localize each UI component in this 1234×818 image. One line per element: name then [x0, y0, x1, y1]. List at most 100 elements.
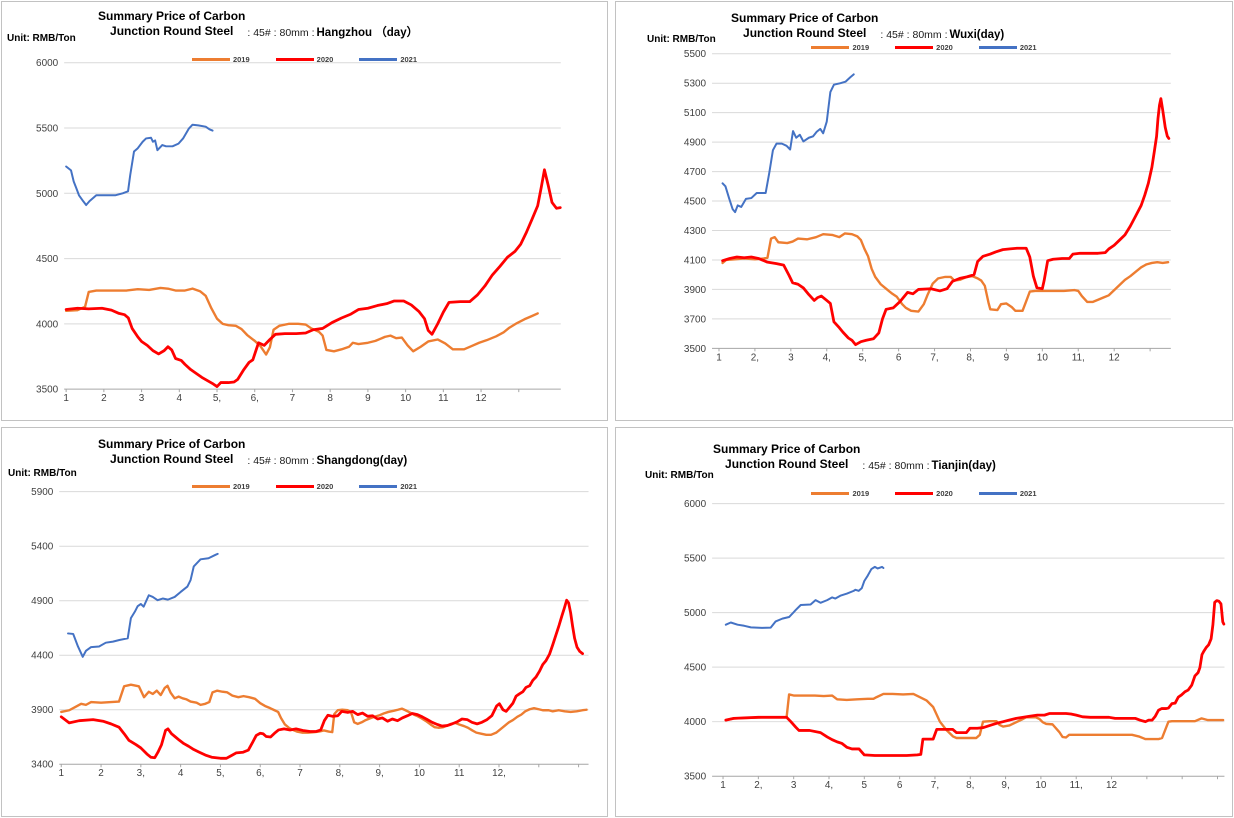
legend-swatch-2019	[191, 485, 230, 488]
x-axis-label: 1	[58, 768, 64, 779]
x-axis-label: 9,	[375, 768, 383, 779]
legend-label-2021: 2021	[1019, 43, 1037, 52]
title-spec: : 45# : 80mm :	[247, 27, 315, 39]
chart-title-wuxi: Summary Price of Carbon Junction Round S…	[731, 11, 1004, 43]
legend-item-2020: 2020	[275, 482, 333, 491]
chart-legend: 2019 2020 2021	[2, 55, 607, 64]
legend-swatch-2020	[275, 485, 314, 488]
unit-label: Unit: RMB/Ton	[647, 34, 716, 45]
legend-item-2020: 2020	[895, 43, 953, 52]
legend-label-2021: 2021	[1019, 489, 1037, 498]
legend-label-2021: 2021	[400, 55, 418, 64]
plot-area-wuxi: 5500 5300 5100 4900 4700 4500 4300 4100 3900 3700…	[684, 49, 1171, 363]
y-axis-label: 4900	[31, 596, 54, 607]
y-axis-label: 6000	[36, 58, 59, 69]
legend-label-2021: 2021	[400, 482, 418, 491]
y-axis-label: 5400	[31, 542, 54, 553]
x-axis-label: 1	[716, 352, 722, 363]
title-line2: Junction Round Steel	[110, 24, 234, 38]
x-axis-label: 2,	[754, 780, 762, 791]
x-axis-label: 2,	[751, 352, 759, 363]
y-axis-label: 5500	[36, 123, 59, 134]
legend-label-2020: 2020	[936, 489, 953, 498]
x-axis-label: 8,	[336, 768, 344, 779]
legend-item-2020: 2020	[895, 489, 953, 498]
title-suffix: : 45# : 80mm : Wuxi(day)	[878, 26, 1004, 43]
y-axis-label: 4900	[684, 138, 707, 149]
x-axis-label: 5,	[216, 768, 224, 779]
y-axis-label: 4700	[684, 167, 707, 178]
x-axis-label: 9	[365, 393, 371, 404]
legend-label-2019: 2019	[232, 482, 250, 491]
title-spec: : 45# : 80mm :	[880, 29, 948, 41]
title-line1: Summary Price of Carbon	[731, 11, 879, 25]
x-axis-label: 11,	[1072, 352, 1085, 363]
x-axis-label: 10	[400, 393, 412, 404]
y-axis-label: 6000	[684, 499, 707, 510]
x-axis-label: 2	[101, 393, 107, 404]
x-axis-label: 3,	[137, 768, 145, 779]
x-axis-label: 3	[791, 780, 797, 791]
y-axis-label: 4500	[684, 197, 707, 208]
x-axis-label: 1	[63, 393, 69, 404]
y-axis-label: 3500	[36, 385, 59, 396]
y-axis-label: 4400	[31, 651, 54, 662]
legend-swatch-2019	[191, 58, 230, 61]
legend-label-2019: 2019	[232, 55, 250, 64]
x-axis-label: 6,	[256, 768, 264, 779]
title-line1: Summary Price of Carbon	[98, 9, 246, 23]
x-axis-label: 8,	[966, 780, 974, 791]
legend-swatch-2019	[811, 492, 850, 495]
chart-legend: 2019 2020 2021	[2, 482, 607, 491]
legend-swatch-2020	[895, 46, 934, 49]
chart-title-shangdong: Summary Price of Carbon Junction Round S…	[98, 437, 407, 469]
chart-panel-hangzhou: Summary Price of Carbon Junction Round S…	[1, 1, 608, 421]
title-line2: Junction Round Steel	[725, 457, 849, 471]
title-city: Tianjin(day)	[931, 460, 996, 472]
legend-swatch-2021	[978, 46, 1017, 49]
plot-area-tianjin: 6000 5500 5000 4500 4000 3500 1 2, 3 4, 5 6 7, 8, 9, 10…	[684, 499, 1226, 791]
unit-label: Unit: RMB/Ton	[645, 470, 714, 481]
x-axis-label: 2	[98, 768, 104, 779]
legend-swatch-2021	[978, 492, 1017, 495]
x-axis-label: 6	[897, 780, 903, 791]
legend-swatch-2021	[359, 58, 398, 61]
series-line-2021	[67, 552, 219, 658]
title-spec: : 45# : 80mm :	[247, 455, 315, 467]
legend-swatch-2021	[359, 485, 398, 488]
series-line-2020	[724, 599, 1226, 757]
title-suffix: : 45# : 80mm : Hangzhou （day）	[245, 24, 418, 41]
legend-item-2019: 2019	[811, 43, 869, 52]
x-axis-label: 12,	[492, 768, 506, 779]
x-axis-label: 11	[438, 393, 449, 404]
chart-legend: 2019 2020 2021	[616, 489, 1234, 498]
y-axis-label: 5300	[684, 79, 707, 90]
legend-label-2019: 2019	[852, 43, 870, 52]
legend-item-2020: 2020	[275, 55, 333, 64]
x-axis-label: 10	[1037, 352, 1049, 363]
x-axis-label: 4	[177, 393, 183, 404]
x-axis-label: 10	[1035, 780, 1047, 791]
x-axis-label: 7,	[930, 352, 938, 363]
chart-legend: 2019 2020 2021	[616, 43, 1234, 52]
y-axis-label: 4300	[684, 226, 707, 237]
x-axis-label: 7,	[931, 780, 939, 791]
x-axis-label: 7	[290, 393, 296, 404]
y-axis-label: 4000	[36, 319, 59, 330]
y-axis-label: 4000	[684, 717, 707, 728]
y-axis-label: 3500	[684, 772, 707, 783]
x-axis-label: 3	[788, 352, 794, 363]
chart-title-hangzhou: Summary Price of Carbon Junction Round S…	[98, 9, 418, 41]
x-axis-label: 11	[454, 768, 465, 779]
chart-title-tianjin: Summary Price of Carbon Junction Round S…	[713, 442, 996, 474]
x-axis-label: 6	[896, 352, 902, 363]
legend-item-2019: 2019	[191, 482, 250, 491]
y-axis-label: 3500	[684, 344, 707, 355]
y-axis-label: 5000	[684, 608, 707, 619]
x-axis-label: 9,	[1001, 780, 1009, 791]
title-spec: : 45# : 80mm :	[862, 460, 930, 472]
plot-area-shangdong: 5900 5400 4900 4400 3900 3400 1 2 3, 4 5, 6, 7 8, 9, 10…	[31, 487, 589, 779]
title-line2: Junction Round Steel	[110, 452, 234, 466]
